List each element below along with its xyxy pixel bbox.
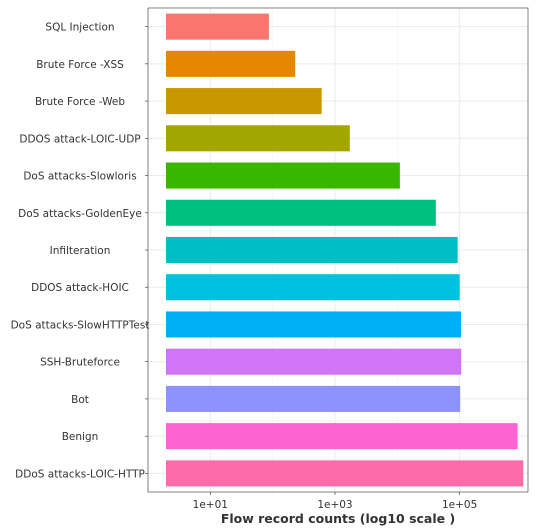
- bar: [166, 274, 460, 301]
- bar: [166, 385, 461, 412]
- bar: [166, 423, 518, 450]
- bar: [166, 125, 350, 152]
- category-label: DoS attacks-Slowloris: [23, 171, 136, 183]
- bar: [166, 460, 524, 487]
- category-label: DoS attacks-SlowHTTPTest: [11, 319, 150, 331]
- bar: [166, 348, 462, 375]
- bar: [166, 162, 400, 189]
- bar: [166, 199, 436, 226]
- x-axis-title: Flow record counts (log10 scale ): [221, 511, 455, 526]
- bar: [166, 311, 461, 338]
- bar: [166, 236, 458, 264]
- bars: [166, 13, 524, 487]
- category-label: DoS attacks-GoldenEye: [18, 208, 142, 220]
- bar: [166, 50, 296, 77]
- category-label: DDoS attacks-LOIC-HTTP: [15, 468, 145, 480]
- category-label: DDOS attack-LOIC-UDP: [19, 133, 140, 145]
- bar: [166, 88, 322, 115]
- plot-border: [147, 7, 529, 493]
- category-label: Brute Force -Web: [35, 96, 125, 108]
- y-axis-labels: SQL Injection Brute Force -XSS Brute Force…: [11, 22, 150, 481]
- category-label: Benign: [62, 431, 99, 443]
- x-tick-label: 1e+01: [193, 499, 228, 511]
- x-axis-ticks: 1e+01 1e+03 1e+05: [193, 492, 477, 511]
- x-tick-label: 1e+03: [317, 499, 352, 511]
- category-label: SSH-Bruteforce: [40, 357, 120, 369]
- bar: [166, 13, 269, 40]
- category-label: Infilteration: [50, 245, 111, 257]
- category-label: Brute Force -XSS: [36, 59, 124, 71]
- x-tick-label: 1e+05: [442, 499, 477, 511]
- category-label: Bot: [71, 394, 89, 406]
- category-label: DDOS attack-HOIC: [31, 282, 129, 294]
- category-label: SQL Injection: [45, 22, 114, 34]
